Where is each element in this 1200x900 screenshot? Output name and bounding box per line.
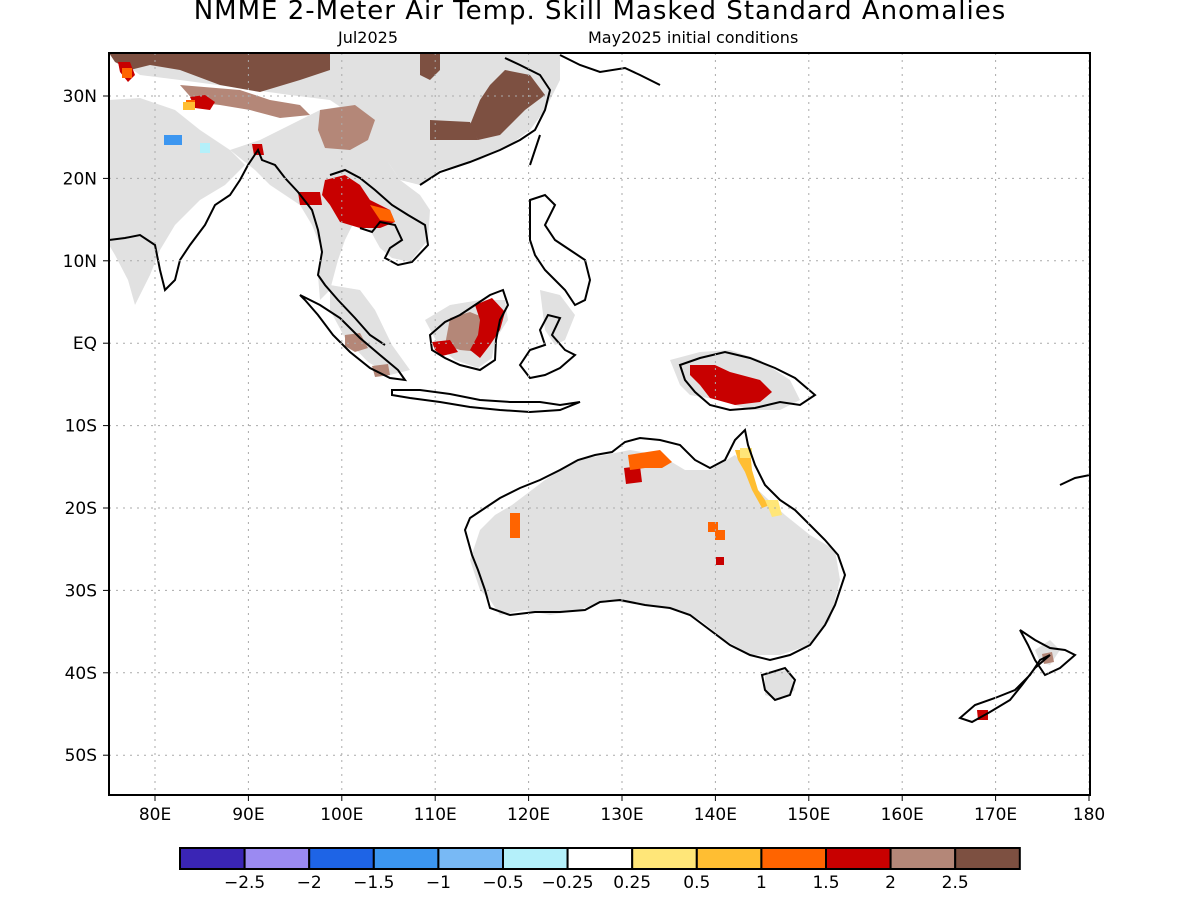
lat-label: 20S <box>65 499 97 519</box>
colorbar-label: −1 <box>426 873 451 893</box>
lon-label: 160E <box>881 805 924 825</box>
colorbar-swatch <box>566 847 634 870</box>
lon-label: 130E <box>600 805 643 825</box>
colorbar-swatch <box>308 847 375 870</box>
colorbar-label: −2.5 <box>224 873 265 893</box>
latitude-labels: 30N 20N 10N EQ 10S 20S 30S 40S 50S <box>63 87 97 766</box>
colorbar-label: 1 <box>756 873 767 893</box>
map-title: NMME 2-Meter Air Temp. Skill Masked Stan… <box>193 0 1007 26</box>
colorbar-swatch <box>760 847 828 870</box>
colorbar-swatch <box>695 847 763 870</box>
negative-anomaly-blue <box>164 135 210 153</box>
axis-ticks <box>103 95 1090 801</box>
lat-label: 40S <box>65 664 97 684</box>
map-frame <box>108 52 1091 796</box>
colorbar-swatch <box>889 847 957 870</box>
lon-label: 170E <box>974 805 1017 825</box>
initial-conditions-label: May2025 initial conditions <box>588 28 799 47</box>
lat-label: 10S <box>65 417 97 437</box>
colorbar-swatch <box>502 847 569 870</box>
graticule <box>109 53 1090 795</box>
colorbar-label: −2 <box>297 873 322 893</box>
lat-label: 30S <box>65 581 97 601</box>
colorbar-label: −0.5 <box>482 873 523 893</box>
lon-label: 80E <box>139 805 171 825</box>
colorbar-labels: −2.5 −2 −1.5 −1 −0.5 −0.25 0.25 0.5 1 1.5 2 2.5 <box>224 873 969 893</box>
coastlines <box>109 54 1090 724</box>
lon-label: 110E <box>414 805 457 825</box>
colorbar-label: −1.5 <box>353 873 394 893</box>
colorbar-label: 2.5 <box>942 873 969 893</box>
colorbar-label: 0.25 <box>613 873 651 893</box>
colorbar-label: 0.5 <box>683 873 710 893</box>
colorbar-swatch <box>372 847 440 870</box>
colorbar-label: 1.5 <box>812 873 839 893</box>
colorbar <box>179 847 1021 870</box>
colorbar-swatch <box>437 847 504 870</box>
lon-label: 90E <box>232 805 264 825</box>
colorbar-label: −0.25 <box>542 873 594 893</box>
colorbar-swatch <box>179 847 246 870</box>
positive-anomaly-orange <box>122 68 782 540</box>
lat-label: 50S <box>65 746 97 766</box>
lon-label: 150E <box>787 805 830 825</box>
target-month-label: Jul2025 <box>338 28 399 47</box>
colorbar-swatch <box>631 847 698 870</box>
lon-label: 120E <box>507 805 550 825</box>
lat-label: 10N <box>63 252 97 272</box>
lon-label: 100E <box>320 805 363 825</box>
lon-label: 140E <box>694 805 737 825</box>
colorbar-swatch <box>954 847 1021 870</box>
colorbar-label: 2 <box>885 873 896 893</box>
longitude-labels: 80E 90E 100E 110E 120E 130E 140E 150E 160E 170E 18… <box>139 805 1105 825</box>
lat-label: 30N <box>63 87 97 107</box>
colorbar-swatch <box>243 847 311 870</box>
map-content <box>109 53 1090 795</box>
lat-label: 20N <box>63 169 97 189</box>
lat-label: EQ <box>73 334 97 354</box>
lon-label: 180 <box>1073 805 1105 825</box>
colorbar-swatch <box>825 847 892 870</box>
